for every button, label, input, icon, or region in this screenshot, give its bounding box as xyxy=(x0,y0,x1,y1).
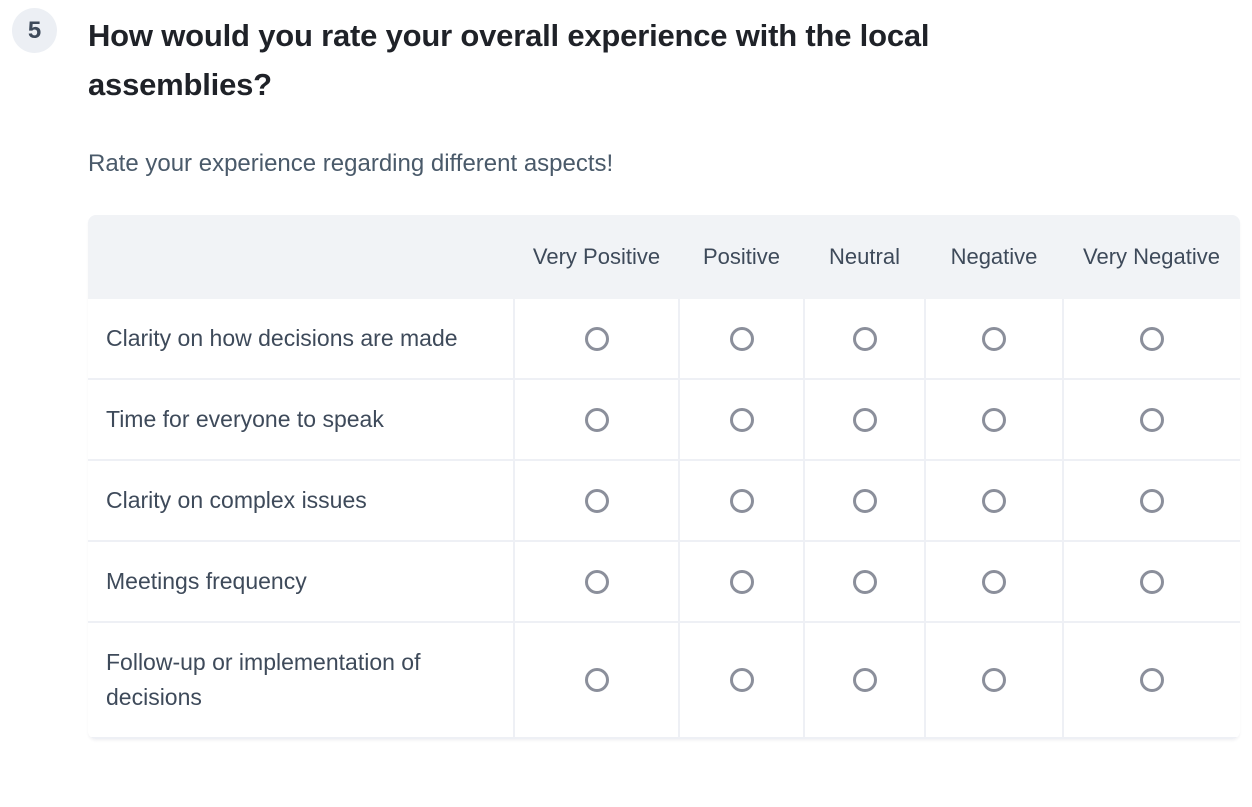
radio-cell xyxy=(924,541,1063,623)
question-description: Rate your experience regarding different… xyxy=(88,150,614,177)
radio-button[interactable] xyxy=(729,407,754,432)
radio-cell xyxy=(1062,379,1240,461)
row-label: Time for everyone to speak xyxy=(88,379,514,461)
matrix-corner-cell xyxy=(88,215,514,299)
radio-button[interactable] xyxy=(852,326,877,351)
radio-cell xyxy=(1062,622,1240,739)
radio-cell xyxy=(803,460,925,542)
radio-cell xyxy=(678,460,804,542)
radio-button[interactable] xyxy=(1140,407,1164,432)
radio-cell xyxy=(803,379,925,461)
radio-cell xyxy=(513,541,679,623)
question-number-badge: 5 xyxy=(12,8,57,53)
radio-cell xyxy=(513,379,679,461)
radio-cell xyxy=(678,541,804,623)
radio-button[interactable] xyxy=(982,326,1006,351)
radio-button[interactable] xyxy=(584,326,609,351)
table-row: Meetings frequency xyxy=(88,541,1240,623)
radio-cell xyxy=(1062,541,1240,623)
radio-cell xyxy=(803,541,925,623)
radio-button[interactable] xyxy=(982,407,1006,432)
radio-cell xyxy=(924,622,1063,739)
column-header-neutral: Neutral xyxy=(804,215,925,299)
question-title: How would you rate your overall experien… xyxy=(88,18,930,102)
radio-button[interactable] xyxy=(852,668,877,692)
table-row: Clarity on complex issues xyxy=(88,460,1240,542)
column-header-positive: Positive xyxy=(679,215,804,299)
question-content: How would you rate your overall experien… xyxy=(88,0,1240,739)
column-header-very-positive: Very Positive xyxy=(514,215,679,299)
radio-button[interactable] xyxy=(1140,569,1164,594)
radio-cell xyxy=(513,299,679,380)
radio-cell xyxy=(1062,460,1240,542)
radio-button[interactable] xyxy=(584,569,609,594)
radio-button[interactable] xyxy=(852,569,877,594)
radio-button[interactable] xyxy=(729,326,754,351)
radio-cell xyxy=(803,622,925,739)
radio-cell xyxy=(924,379,1063,461)
column-header-negative: Negative xyxy=(925,215,1063,299)
radio-cell xyxy=(513,460,679,542)
row-label: Clarity on how decisions are made xyxy=(88,299,514,380)
rating-matrix-container: Very Positive Positive Neutral Negative … xyxy=(88,215,1240,739)
radio-cell xyxy=(924,299,1063,380)
radio-cell xyxy=(678,622,804,739)
table-row: Follow-up or implementation of decisions xyxy=(88,622,1240,739)
radio-cell xyxy=(803,299,925,380)
rating-matrix-table: Very Positive Positive Neutral Negative … xyxy=(88,215,1240,739)
radio-button[interactable] xyxy=(584,668,609,692)
radio-button[interactable] xyxy=(729,569,754,594)
radio-button[interactable] xyxy=(982,569,1006,594)
radio-cell xyxy=(924,460,1063,542)
radio-cell xyxy=(678,379,804,461)
table-row: Clarity on how decisions are made xyxy=(88,299,1240,380)
matrix-header-row: Very Positive Positive Neutral Negative … xyxy=(88,215,1240,299)
radio-button[interactable] xyxy=(982,668,1006,692)
radio-button[interactable] xyxy=(1140,326,1164,351)
radio-button[interactable] xyxy=(982,488,1006,513)
radio-button[interactable] xyxy=(584,488,609,513)
radio-button[interactable] xyxy=(1140,488,1164,513)
radio-button[interactable] xyxy=(1140,668,1164,692)
radio-cell xyxy=(513,622,679,739)
radio-button[interactable] xyxy=(729,668,754,692)
radio-button[interactable] xyxy=(852,488,877,513)
column-header-very-negative: Very Negative xyxy=(1063,215,1240,299)
row-label: Meetings frequency xyxy=(88,541,514,623)
radio-cell xyxy=(1062,299,1240,380)
radio-button[interactable] xyxy=(852,407,877,432)
table-row: Time for everyone to speak xyxy=(88,379,1240,461)
radio-button[interactable] xyxy=(729,488,754,513)
row-label: Clarity on complex issues xyxy=(88,460,514,542)
radio-button[interactable] xyxy=(584,407,609,432)
row-label: Follow-up or implementation of decisions xyxy=(88,622,514,739)
radio-cell xyxy=(678,299,804,380)
